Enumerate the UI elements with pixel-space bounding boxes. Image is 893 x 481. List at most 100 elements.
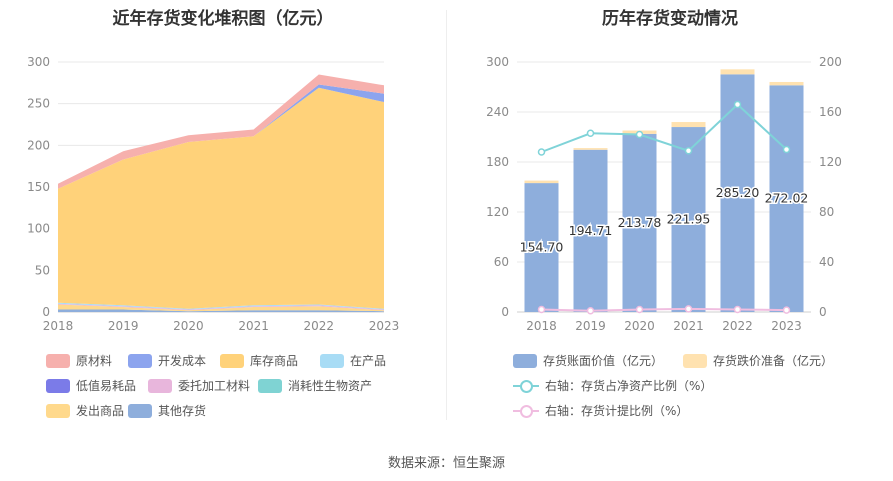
left-legend-item[interactable]: 委托加工材料 <box>148 377 250 394</box>
left-legend-item[interactable]: 在产品 <box>320 352 386 369</box>
left-legend-item[interactable]: 原材料 <box>46 352 112 369</box>
legend-label: 低值易耗品 <box>76 379 137 393</box>
line-point-0 <box>782 145 791 154</box>
bar-book-value <box>769 85 804 312</box>
line-series-1 <box>541 307 787 312</box>
bar-book-value <box>671 127 706 313</box>
bar-impairment-provision <box>524 180 559 184</box>
left-y-tick-label: 50 <box>35 263 50 277</box>
legend-label: 委托加工材料 <box>178 379 251 393</box>
bar-line-panel: 历年存货变动情况 0 60 120 180 240 300 0 40 80 120 160 200 20… <box>447 0 893 430</box>
legend-label: 原材料 <box>76 354 113 368</box>
line-point-1 <box>782 306 791 314</box>
left-legend-item[interactable]: 其他存货 <box>128 402 206 419</box>
right-y-left-tick-label: 180 <box>486 155 509 169</box>
legend-label: 存货账面价值（亿元） <box>543 354 664 368</box>
legend-label: 右轴：存货计提比例（%） <box>545 404 689 418</box>
line-point-1 <box>537 305 546 314</box>
right-y-left-tick-label: 120 <box>486 205 509 219</box>
right-chart-title: 历年存货变动情况 <box>602 9 738 29</box>
left-y-tick-label: 200 <box>27 138 50 152</box>
line-point-0 <box>537 148 546 156</box>
bar-value-label: 272.02 <box>765 191 809 206</box>
right-legend-item[interactable]: 存货跌价准备（亿元） <box>683 352 833 369</box>
line-point-0 <box>733 100 742 109</box>
bar-value-label: 285.20 <box>716 185 760 200</box>
legend-swatch <box>46 378 70 393</box>
line-point-0 <box>586 129 595 137</box>
left-y-tick-label: 100 <box>27 222 50 236</box>
left-x-tick-label: 2018 <box>43 319 74 333</box>
legend-swatch <box>128 403 152 418</box>
stacked-area-chart: 0 50 100 150 200 250 300 2018 2019 2020 2021 2022 20… <box>27 55 400 333</box>
right-legend-item[interactable]: 右轴：存货计提比例（%） <box>513 402 688 419</box>
legend-swatch <box>513 379 539 393</box>
line-point-0 <box>684 147 693 155</box>
bar-impairment-provision <box>573 148 608 150</box>
legend-swatch <box>683 353 707 368</box>
legend-swatch <box>258 378 282 393</box>
right-legend-item[interactable]: 右轴：存货占净资产比例（%） <box>513 377 712 394</box>
line-point-0 <box>635 130 644 139</box>
left-x-tick-label: 2023 <box>369 319 400 333</box>
right-legend-item[interactable]: 存货账面价值（亿元） <box>513 352 663 369</box>
line-point-1 <box>733 305 742 314</box>
data-source-note: 数据来源：恒生聚源 <box>387 456 505 471</box>
right-y-right-tick-label: 200 <box>819 55 842 69</box>
area-series-发出商品 <box>58 304 384 312</box>
right-x-tick-label: 2022 <box>722 319 753 333</box>
bar-value-label: 213.78 <box>618 215 662 230</box>
right-x-tick-label: 2021 <box>673 319 704 333</box>
left-legend-item[interactable]: 开发成本 <box>128 352 206 369</box>
right-y-right-tick-label: 0 <box>819 305 827 319</box>
line-series-0 <box>541 103 788 153</box>
bar-value-label: 194.71 <box>569 223 613 238</box>
left-chart-title: 近年存货变化堆积图（亿元） <box>112 9 334 29</box>
right-x-tick-label: 2019 <box>575 319 606 333</box>
right-x-tick-label: 2018 <box>526 319 557 333</box>
legend-swatch <box>46 403 70 418</box>
legend-swatch <box>128 353 152 368</box>
line-point-1 <box>586 307 595 315</box>
legend-swatch <box>513 404 539 418</box>
bar-impairment-provision <box>671 122 706 128</box>
area-series-原材料 <box>58 74 384 189</box>
legend-label: 右轴：存货占净资产比例（%） <box>545 379 713 393</box>
legend-swatch <box>513 353 537 368</box>
legend-label: 在产品 <box>350 354 387 368</box>
right-y-left-tick-label: 300 <box>486 55 509 69</box>
legend-label: 消耗性生物资产 <box>288 379 373 393</box>
area-series-库存商品 <box>58 87 384 309</box>
left-legend-item[interactable]: 库存商品 <box>220 352 298 369</box>
area-series-委托加工材料 <box>58 303 384 311</box>
area-series-在产品 <box>58 302 384 310</box>
bar-line-chart: 0 60 120 180 240 300 0 40 80 120 160 200 2018 2019 202… <box>486 55 842 333</box>
legend-swatch <box>220 353 244 368</box>
left-x-tick-label: 2022 <box>304 319 335 333</box>
legend-label: 其他存货 <box>158 404 207 418</box>
bar-book-value <box>622 133 657 312</box>
bar-book-value <box>524 183 559 312</box>
line-point-1 <box>684 305 693 313</box>
bar-value-label: 221.95 <box>667 212 711 227</box>
bar-impairment-provision <box>720 69 755 75</box>
bar-book-value <box>573 149 608 312</box>
right-x-tick-label: 2020 <box>624 319 655 333</box>
right-y-left-tick-label: 240 <box>486 105 509 119</box>
panel-divider <box>446 10 447 420</box>
left-y-tick-label: 300 <box>27 55 50 69</box>
right-y-right-tick-label: 120 <box>819 155 842 169</box>
left-y-tick-label: 0 <box>42 305 50 319</box>
left-y-tick-label: 150 <box>27 180 50 194</box>
left-y-tick-label: 250 <box>27 97 50 111</box>
left-legend-item[interactable]: 低值易耗品 <box>46 377 136 394</box>
left-legend-item[interactable]: 消耗性生物资产 <box>258 377 372 394</box>
legend-label: 存货跌价准备（亿元） <box>713 354 834 368</box>
left-legend-item[interactable]: 发出商品 <box>46 402 124 419</box>
legend-label: 库存商品 <box>250 354 299 368</box>
bar-value-label: 154.70 <box>520 240 564 255</box>
bar-impairment-provision <box>769 81 804 86</box>
right-x-tick-label: 2023 <box>771 319 802 333</box>
right-y-left-tick-label: 60 <box>494 255 509 269</box>
right-y-right-tick-label: 40 <box>819 255 834 269</box>
